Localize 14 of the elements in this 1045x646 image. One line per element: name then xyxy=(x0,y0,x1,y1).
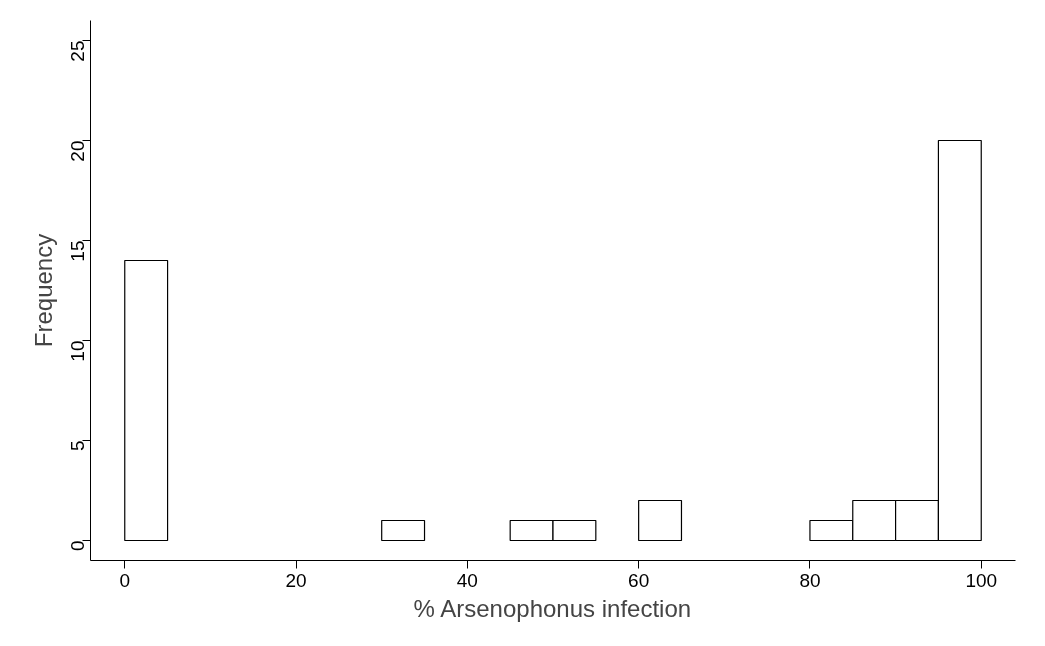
y-tick-label: 25 xyxy=(67,40,88,62)
x-tick-label: 60 xyxy=(628,569,650,591)
y-axis-title: Frequency xyxy=(29,233,57,348)
x-tick-label: 100 xyxy=(965,569,998,591)
x-tick-label: 0 xyxy=(119,569,131,591)
y-tick-label: 15 xyxy=(67,240,88,262)
y-tick-label: 20 xyxy=(67,140,88,162)
x-tick-label: 20 xyxy=(285,569,307,591)
x-axis-title: % Arsenophonus infection xyxy=(413,594,692,622)
y-tick-label: 5 xyxy=(67,440,88,452)
y-tick-label: 0 xyxy=(67,540,88,552)
y-tick-label: 10 xyxy=(67,340,88,362)
x-tick-label: 40 xyxy=(456,569,478,591)
x-tick-label: 80 xyxy=(799,569,821,591)
